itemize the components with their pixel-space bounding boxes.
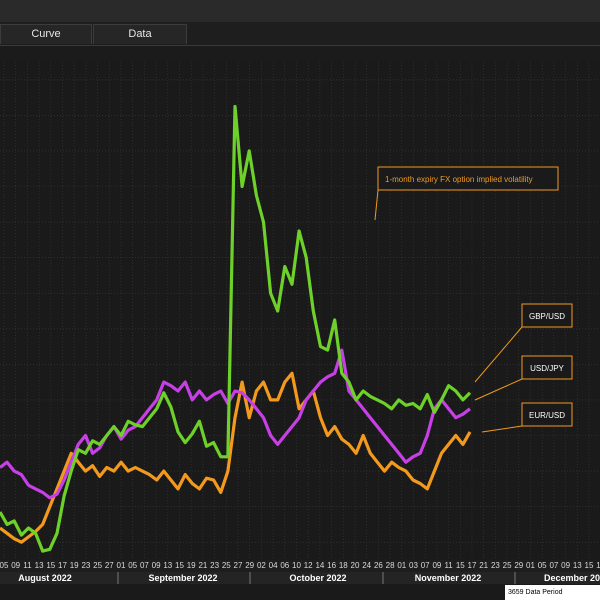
x-tick-label: 13 [573,561,582,570]
x-tick-label: 03 [409,561,418,570]
x-tick-label: 26 [374,561,383,570]
x-tick-label: 29 [245,561,254,570]
x-month-label: November 2022 [415,573,482,583]
x-tick-label: 05 [128,561,137,570]
x-tick-label: 07 [421,561,430,570]
annotation-leader [374,189,379,221]
x-tick-label: 23 [491,561,500,570]
x-tick-label: 25 [93,561,102,570]
legend-usd-jpy-leader [474,378,523,401]
x-tick-label: 25 [503,561,512,570]
annotation-box [377,166,559,191]
x-tick-label: 12 [304,561,313,570]
x-tick-label: 01 [526,561,535,570]
x-tick-label: 15 [175,561,184,570]
data-period-status: 3659 Data Period [505,585,600,600]
x-month-label: September 2022 [148,573,217,583]
x-tick-label: 05 [538,561,547,570]
series-usd-jpy [0,348,471,500]
line-chart: 05 09 11 13 15 17 19 23 25 27 01 05 07 09 13 15 19 21 23 25… [0,62,600,584]
annotation-text: 1-month expiry FX option implied volatil… [385,175,533,184]
x-tick-label: 09 [561,561,570,570]
legend-gbp-usd-box [521,303,573,328]
x-tick-label: 19 [187,561,196,570]
legend-usd-jpy-box [521,355,573,380]
x-tick-label: 05 [0,561,9,570]
x-axis-month-band [0,572,600,584]
x-tick-label: 11 [444,561,453,570]
tab-data[interactable]: Data [93,24,187,44]
x-tick-label: 09 [152,561,161,570]
x-tick-label: 11 [23,561,32,570]
x-tick-label: 21 [198,561,207,570]
tab-bar: Curve Data [0,22,600,46]
x-tick-label: 17 [58,561,67,570]
x-tick-label: 06 [280,561,289,570]
x-tick-label: 20 [351,561,360,570]
window-toolbar [0,0,600,23]
x-tick-label: 13 [163,561,172,570]
x-tick-label: 21 [479,561,488,570]
x-tick-label: 07 [140,561,149,570]
x-tick-label: 28 [386,561,395,570]
x-month-label: August 2022 [18,573,72,583]
x-tick-label: 04 [269,561,278,570]
x-tick-label: 24 [362,561,371,570]
x-tick-label: 25 [222,561,231,570]
tab-curve[interactable]: Curve [0,24,92,44]
x-tick-label: 15 [585,561,594,570]
x-tick-label: 23 [210,561,219,570]
series-eur-usd [0,371,472,544]
x-tick-label: 01 [397,561,406,570]
legend-eur-usd-leader [481,425,523,433]
x-tick-label: 16 [327,561,336,570]
x-tick-label: 19 [70,561,79,570]
series-gbp-usd [0,104,472,553]
legend-eur-usd-box [521,402,573,427]
legend-gbp-usd-text: GBP/USD [529,312,565,321]
x-tick-label: 10 [292,561,301,570]
legend-gbp-usd-leader [474,326,523,383]
x-tick-label: 19 [596,561,600,570]
legend-usd-jpy-text: USD/JPY [530,364,564,373]
x-tick-label: 15 [456,561,465,570]
x-month-label: October 2022 [289,573,346,583]
x-tick-label: 02 [257,561,266,570]
x-tick-label: 15 [46,561,55,570]
x-month-label: December 2022 [544,573,600,583]
x-tick-label: 27 [105,561,114,570]
x-tick-label: 01 [117,561,126,570]
chart-area: 05 09 11 13 15 17 19 23 25 27 01 05 07 09 13 15 19 21 23 25… [0,60,600,600]
x-tick-label: 23 [81,561,90,570]
x-axis-day-band [0,560,600,572]
legend-eur-usd-text: EUR/USD [529,411,565,420]
x-tick-label: 29 [514,561,523,570]
x-tick-label: 09 [432,561,441,570]
x-tick-label: 13 [35,561,44,570]
x-tick-label: 17 [468,561,477,570]
x-tick-label: 07 [549,561,558,570]
x-tick-label: 14 [315,561,324,570]
x-tick-label: 18 [339,561,348,570]
x-tick-label: 09 [11,561,20,570]
x-tick-label: 27 [234,561,243,570]
